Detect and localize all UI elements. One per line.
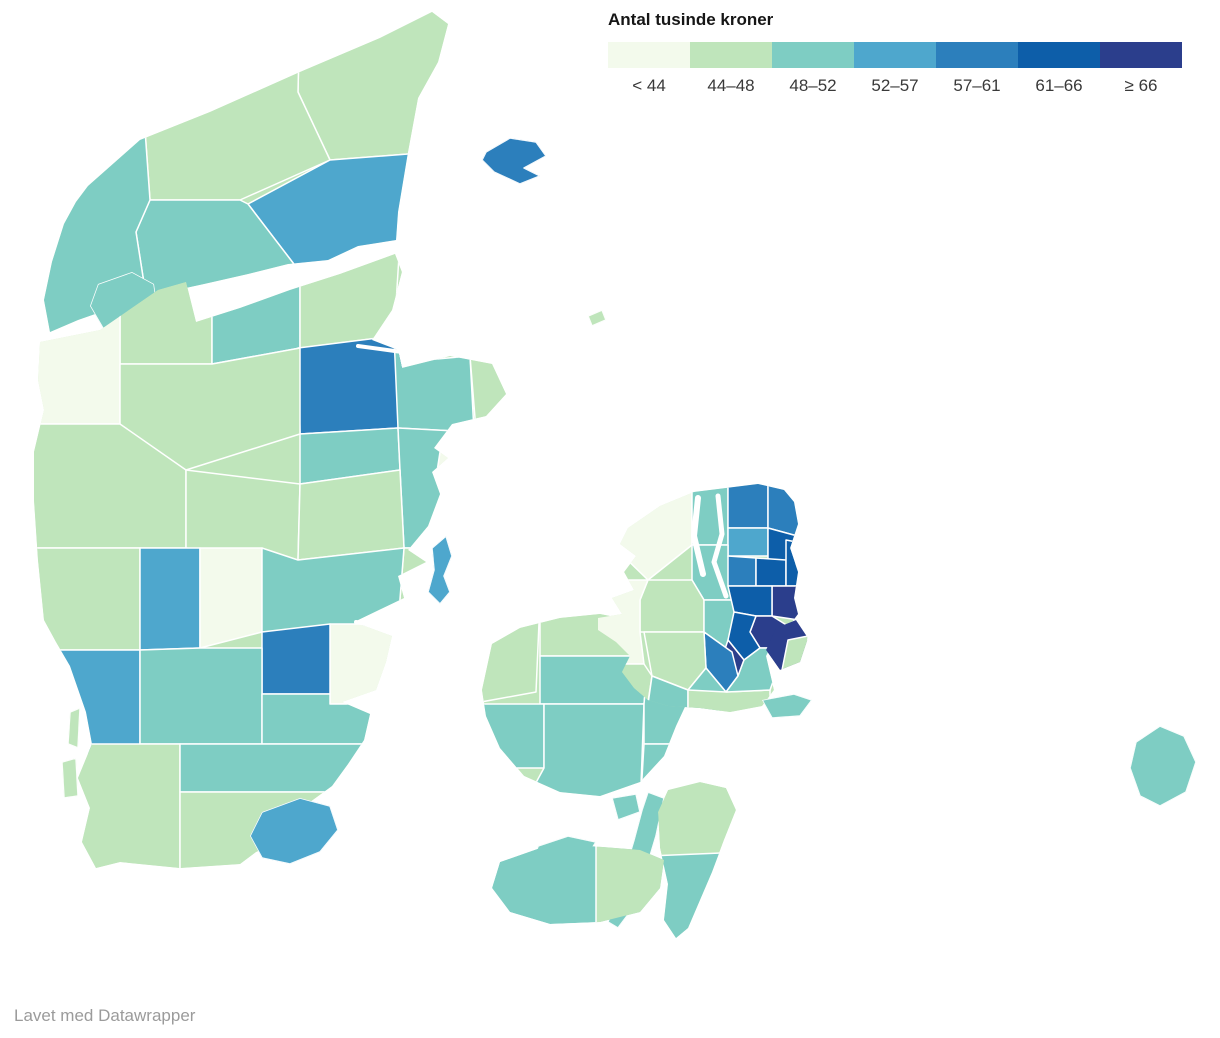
map-region[interactable] — [199, 547, 263, 649]
landmass-taasinge[interactable] — [612, 794, 640, 820]
map-region[interactable] — [139, 10, 331, 201]
map-region[interactable] — [20, 743, 181, 880]
legend-swatch — [854, 42, 936, 68]
map-region[interactable] — [297, 0, 460, 161]
map-region[interactable] — [139, 547, 201, 651]
map-region[interactable] — [397, 427, 524, 549]
landmass-roemoe[interactable] — [62, 758, 78, 798]
legend-swatch — [1018, 42, 1100, 68]
landmass-moen[interactable] — [762, 694, 812, 718]
landmass-als[interactable] — [250, 798, 338, 864]
legend-bin: 52–57 — [854, 42, 936, 96]
map-region[interactable] — [755, 557, 787, 587]
map-region[interactable] — [469, 331, 524, 431]
landmass-anholt[interactable] — [588, 310, 606, 326]
legend-swatch — [608, 42, 690, 68]
legend-bin-label: 52–57 — [871, 76, 919, 95]
map-region[interactable] — [20, 547, 141, 651]
legend-bin: < 44 — [608, 42, 690, 96]
map-region[interactable] — [470, 703, 545, 769]
map-region[interactable] — [650, 851, 745, 955]
map-region[interactable] — [519, 703, 645, 812]
legend-swatch — [772, 42, 854, 68]
legend-swatch — [690, 42, 772, 68]
legend-bin-label: < 44 — [632, 76, 666, 95]
legend-bin-label: 44–48 — [707, 76, 755, 95]
map-region[interactable] — [329, 623, 405, 705]
landmass-samsoe[interactable] — [428, 536, 452, 604]
map-region[interactable] — [397, 544, 524, 625]
map-region[interactable] — [771, 585, 812, 623]
map-region[interactable] — [785, 539, 812, 587]
legend-bin: ≥ 66 — [1100, 42, 1182, 96]
legend-bin: 57–61 — [936, 42, 1018, 96]
map-region[interactable] — [261, 547, 405, 633]
datawrapper-credit[interactable]: Lavet med Datawrapper — [14, 1006, 196, 1025]
landmass-bornholm[interactable] — [1130, 726, 1196, 806]
legend-bin-label: 57–61 — [953, 76, 1001, 95]
legend-bin-label: ≥ 66 — [1124, 76, 1158, 95]
legend-swatch-row: < 44 44–48 48–52 52–57 57–61 61–66 ≥ 66 — [608, 42, 1182, 96]
map-region[interactable] — [393, 335, 475, 433]
map-region[interactable] — [179, 743, 399, 793]
map-region[interactable] — [595, 846, 668, 952]
map-region[interactable] — [20, 649, 141, 755]
map-region[interactable] — [727, 555, 757, 587]
fjord-water — [354, 620, 402, 632]
map-region[interactable] — [470, 600, 541, 705]
legend-swatch — [1100, 42, 1182, 68]
map-region[interactable] — [727, 478, 769, 529]
map-region[interactable] — [297, 469, 405, 561]
map-region[interactable] — [767, 478, 812, 541]
legend-bin: 44–48 — [690, 42, 772, 96]
fjord-water — [690, 495, 706, 577]
legend-bin: 61–66 — [1018, 42, 1100, 96]
map-region[interactable] — [639, 579, 705, 633]
fjord-water — [356, 344, 404, 354]
map-region[interactable] — [727, 527, 769, 557]
map-region[interactable] — [139, 647, 263, 745]
legend-title: Antal tusinde kroner — [608, 10, 774, 29]
legend-bin-label: 61–66 — [1035, 76, 1083, 95]
legend: Antal tusinde kroner < 44 44–48 48–52 52–57… — [608, 10, 1182, 96]
landmass-fanoe[interactable] — [68, 708, 80, 748]
landmass-laesoe[interactable] — [482, 138, 546, 184]
map-region[interactable] — [687, 689, 771, 718]
map-region[interactable] — [185, 469, 301, 561]
map-region[interactable] — [261, 623, 331, 695]
legend-bin: 48–52 — [772, 42, 854, 96]
fjord-water — [711, 493, 729, 599]
legend-bin-label: 48–52 — [789, 76, 837, 95]
legend-swatch — [936, 42, 1018, 68]
